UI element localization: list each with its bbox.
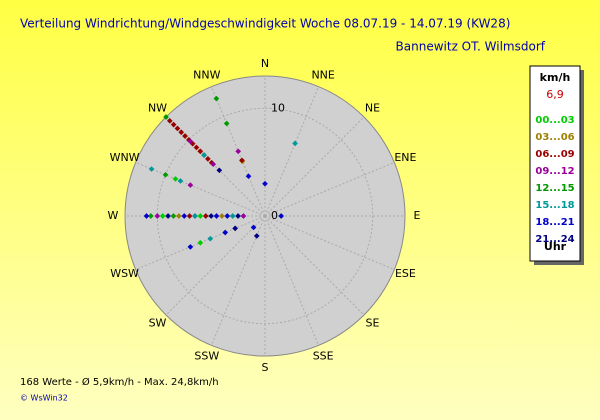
point xyxy=(210,161,217,168)
point xyxy=(176,213,182,219)
point xyxy=(162,171,169,178)
point xyxy=(163,114,169,120)
spoke xyxy=(135,161,266,217)
point xyxy=(181,213,188,219)
direction-label: E xyxy=(414,209,421,222)
point xyxy=(143,213,150,219)
point xyxy=(197,148,204,155)
legend-entry: 21...24 xyxy=(535,234,574,245)
point xyxy=(177,178,184,184)
point xyxy=(240,213,247,219)
point xyxy=(166,117,173,124)
direction-label: W xyxy=(108,209,119,222)
point xyxy=(292,140,298,147)
r-tick-label: 0 xyxy=(271,209,278,222)
legend-entry: 18...21 xyxy=(535,217,574,228)
direction-label: SE xyxy=(366,316,380,329)
spoke xyxy=(264,116,365,217)
point xyxy=(250,224,257,231)
direction-label: NNW xyxy=(193,69,220,82)
point xyxy=(208,213,214,219)
direction-label: NW xyxy=(148,102,167,115)
point xyxy=(213,95,220,102)
legend-entry: 12...15 xyxy=(535,183,574,194)
point xyxy=(148,166,155,172)
point xyxy=(223,120,230,127)
spoke xyxy=(264,215,395,271)
point xyxy=(232,225,238,232)
point xyxy=(192,213,198,219)
footer: 168 Werte - Ø 5,9km/h - Max. 24,8km/h xyxy=(20,376,219,388)
direction-label: WNW xyxy=(110,151,140,164)
point xyxy=(205,156,211,162)
point xyxy=(186,213,193,219)
spoke xyxy=(264,86,320,217)
legend-box xyxy=(529,65,581,262)
point xyxy=(235,148,242,155)
direction-label: NNE xyxy=(311,69,334,82)
point xyxy=(222,229,229,236)
point xyxy=(197,239,204,246)
direction-label: SSW xyxy=(194,349,219,362)
point xyxy=(178,129,185,136)
legend-entry: 06...09 xyxy=(535,149,574,160)
current-value: 6,9 xyxy=(546,88,564,101)
point xyxy=(278,213,284,219)
spoke xyxy=(264,215,320,346)
direction-label: SSE xyxy=(313,349,334,362)
direction-label: ESE xyxy=(395,267,416,280)
direction-label: SW xyxy=(149,316,167,329)
legend-entry: 03...06 xyxy=(535,132,574,143)
point xyxy=(197,213,204,219)
direction-label: WSW xyxy=(110,267,139,280)
legend-entry: 00...03 xyxy=(535,115,574,126)
r-tick-label: 10 xyxy=(271,101,285,114)
point xyxy=(207,235,214,242)
point xyxy=(219,213,225,219)
spoke xyxy=(165,215,266,316)
spoke xyxy=(264,161,395,217)
point xyxy=(154,213,161,219)
point xyxy=(159,213,166,219)
chart-title: Verteilung Windrichtung/Windgeschwindigk… xyxy=(20,17,510,31)
legend-entry: 15...18 xyxy=(535,200,574,211)
point xyxy=(224,213,231,219)
point xyxy=(165,213,171,219)
direction-label: S xyxy=(262,361,269,374)
point xyxy=(235,213,241,219)
point xyxy=(187,138,194,145)
spoke xyxy=(264,215,365,316)
point xyxy=(170,213,177,219)
point xyxy=(148,213,154,219)
point xyxy=(187,182,194,188)
point xyxy=(193,144,200,151)
point xyxy=(202,213,209,219)
point xyxy=(201,152,207,158)
chart-subtitle: Bannewitz OT. Wilmsdorf xyxy=(396,40,546,54)
legend-unit: Uhr xyxy=(544,240,567,253)
direction-label: NE xyxy=(365,102,380,115)
point xyxy=(216,167,223,174)
point xyxy=(229,213,236,219)
spoke xyxy=(210,215,266,346)
copyright: © WsWin32 xyxy=(20,394,68,403)
legend-entry: 09...12 xyxy=(535,166,574,177)
point xyxy=(239,157,245,164)
point xyxy=(182,133,188,139)
point xyxy=(174,125,181,132)
direction-label: N xyxy=(261,57,269,70)
point xyxy=(187,244,194,250)
point xyxy=(213,213,220,219)
legend-title: km/h xyxy=(540,71,571,84)
point xyxy=(262,180,268,187)
direction-label: ENE xyxy=(394,151,416,164)
point xyxy=(172,176,179,182)
point xyxy=(245,173,252,180)
point xyxy=(170,121,177,128)
